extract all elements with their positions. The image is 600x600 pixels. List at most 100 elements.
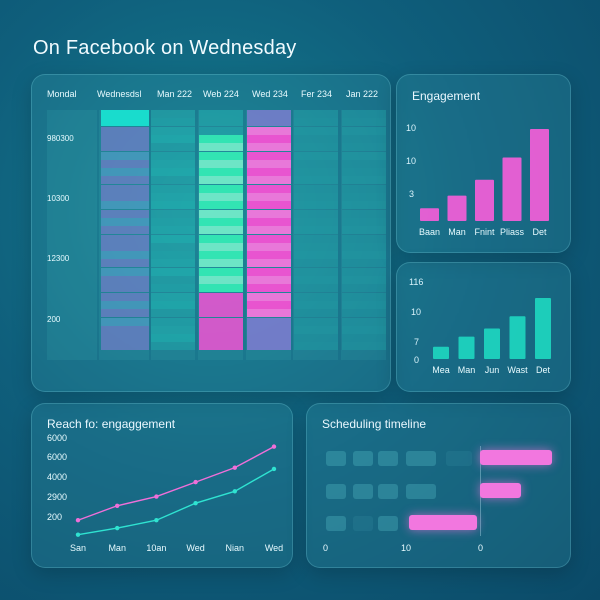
heatmap-cell[interactable] <box>247 325 291 334</box>
heatmap-cell[interactable] <box>342 284 386 293</box>
heatmap-cell[interactable] <box>294 176 338 185</box>
heatmap-cell[interactable] <box>294 317 338 326</box>
heatmap-cell[interactable] <box>199 176 243 185</box>
heatmap-cell[interactable] <box>247 342 291 351</box>
heatmap-cell[interactable] <box>247 176 291 185</box>
timeline-slot[interactable] <box>326 516 346 531</box>
heatmap-cell[interactable] <box>342 184 386 193</box>
heatmap-cell[interactable] <box>294 201 338 210</box>
heatmap-cell[interactable] <box>342 276 386 284</box>
heatmap-cell[interactable] <box>101 193 149 201</box>
heatmap-cell[interactable] <box>294 184 338 193</box>
heatmap-cell[interactable] <box>199 184 243 193</box>
heatmap-cell[interactable] <box>247 217 291 226</box>
timeline-bar[interactable] <box>480 483 521 498</box>
heatmap-cell[interactable] <box>247 276 291 284</box>
timeline-bar[interactable] <box>480 450 552 465</box>
heatmap-cell[interactable] <box>342 193 386 201</box>
timeline-slot[interactable] <box>326 484 346 499</box>
heatmap-cell[interactable] <box>151 259 195 268</box>
heatmap-cell[interactable] <box>151 251 195 260</box>
heatmap-cell[interactable] <box>199 110 243 118</box>
heatmap-cell[interactable] <box>101 226 149 235</box>
heatmap-cell[interactable] <box>101 201 149 210</box>
heatmap-cell[interactable] <box>247 151 291 160</box>
heatmap-cell[interactable] <box>247 126 291 135</box>
heatmap-cell[interactable] <box>101 176 149 185</box>
heatmap-cell[interactable] <box>342 325 386 334</box>
heatmap-cell[interactable] <box>101 242 149 251</box>
timeline-slot[interactable] <box>406 484 436 499</box>
heatmap-cell[interactable] <box>294 134 338 143</box>
heatmap-cell[interactable] <box>199 334 243 343</box>
heatmap-cell[interactable] <box>199 118 243 127</box>
timeline-slot[interactable] <box>353 451 373 466</box>
heatmap-cell[interactable] <box>101 276 149 284</box>
heatmap-cell[interactable] <box>101 126 149 135</box>
heatmap-cell[interactable] <box>342 342 386 351</box>
timeline-bar[interactable] <box>409 515 477 530</box>
heatmap-cell[interactable] <box>342 176 386 185</box>
heatmap-cell[interactable] <box>342 201 386 210</box>
heatmap-cell[interactable] <box>294 143 338 152</box>
heatmap-cell[interactable] <box>199 226 243 235</box>
heatmap-cell[interactable] <box>151 209 195 218</box>
heatmap-cell[interactable] <box>199 151 243 160</box>
heatmap-cell[interactable] <box>199 267 243 276</box>
heatmap-cell[interactable] <box>199 292 243 301</box>
heatmap-cell[interactable] <box>247 267 291 276</box>
heatmap-cell[interactable] <box>342 292 386 301</box>
heatmap-cell[interactable] <box>342 317 386 326</box>
heatmap-cell[interactable] <box>294 300 338 309</box>
heatmap-cell[interactable] <box>294 168 338 177</box>
grid-column-header[interactable]: Man 222 <box>157 89 193 99</box>
heatmap-cell[interactable] <box>199 309 243 318</box>
grid-column-header[interactable]: Fer 234 <box>301 89 333 99</box>
heatmap-cell[interactable] <box>101 159 149 168</box>
heatmap-cell[interactable] <box>151 143 195 152</box>
heatmap-cell[interactable] <box>151 193 195 201</box>
heatmap-cell[interactable] <box>294 259 338 268</box>
heatmap-cell[interactable] <box>247 159 291 168</box>
heatmap-cell[interactable] <box>342 110 386 118</box>
heatmap-cell[interactable] <box>151 134 195 143</box>
heatmap-cell[interactable] <box>247 300 291 309</box>
heatmap-cell[interactable] <box>199 325 243 334</box>
timeline-slot[interactable] <box>378 516 398 531</box>
heatmap-cell[interactable] <box>247 201 291 210</box>
heatmap-cell[interactable] <box>199 242 243 251</box>
heatmap-cell[interactable] <box>247 184 291 193</box>
heatmap-cell[interactable] <box>294 334 338 343</box>
heatmap-cell[interactable] <box>101 300 149 309</box>
heatmap-cell[interactable] <box>151 292 195 301</box>
heatmap-cell[interactable] <box>199 234 243 243</box>
heatmap-cell[interactable] <box>247 251 291 260</box>
heatmap-cell[interactable] <box>247 292 291 301</box>
heatmap-cell[interactable] <box>294 325 338 334</box>
heatmap-cell[interactable] <box>247 242 291 251</box>
heatmap-cell[interactable] <box>342 251 386 260</box>
heatmap-cell[interactable] <box>247 334 291 343</box>
heatmap-cell[interactable] <box>294 217 338 226</box>
heatmap-cell[interactable] <box>101 184 149 193</box>
heatmap-cell[interactable] <box>199 276 243 284</box>
heatmap-cell[interactable] <box>294 159 338 168</box>
heatmap-cell[interactable] <box>151 151 195 160</box>
heatmap-cell[interactable] <box>342 334 386 343</box>
heatmap-cell[interactable] <box>247 226 291 235</box>
grid-column-header[interactable]: Web 224 <box>203 89 239 99</box>
heatmap-cell[interactable] <box>342 267 386 276</box>
heatmap-cell[interactable] <box>199 168 243 177</box>
heatmap-cell[interactable] <box>294 242 338 251</box>
heatmap-cell[interactable] <box>101 209 149 218</box>
heatmap-cell[interactable] <box>294 118 338 127</box>
heatmap-cell[interactable] <box>342 259 386 268</box>
heatmap-cell[interactable] <box>101 134 149 143</box>
heatmap-cell[interactable] <box>294 284 338 293</box>
heatmap-cell[interactable] <box>342 143 386 152</box>
heatmap-cell[interactable] <box>247 284 291 293</box>
timeline-slot[interactable] <box>406 451 436 466</box>
heatmap-cell[interactable] <box>101 292 149 301</box>
heatmap-cell[interactable] <box>342 168 386 177</box>
heatmap-cell[interactable] <box>101 267 149 276</box>
